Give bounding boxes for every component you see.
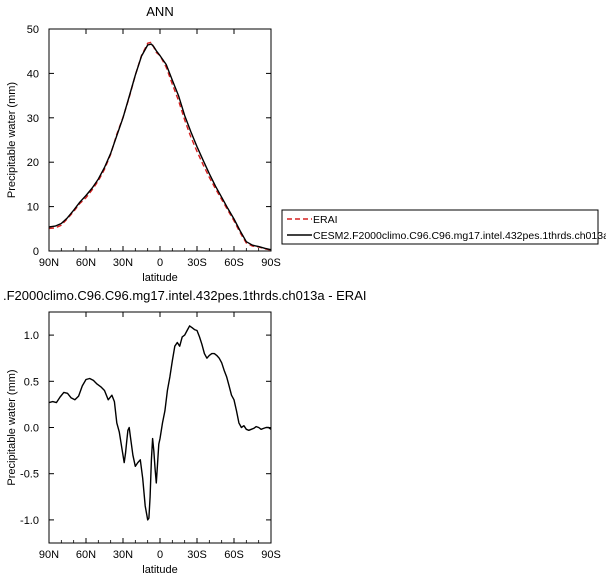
x-tick-label: 0: [157, 257, 163, 269]
y-axis-label: Precipitable water (mm): [6, 369, 18, 485]
x-tick-label: 0: [157, 549, 163, 561]
x-tick-label: 30N: [113, 549, 133, 561]
y-tick-label: 20: [27, 157, 39, 169]
legend-label: ERAI: [313, 214, 338, 226]
y-axis-label: Precipitable water (mm): [6, 82, 18, 198]
y-tick-label: 40: [27, 68, 39, 80]
y-tick-label: 0.5: [24, 376, 39, 388]
x-tick-label: 90N: [39, 257, 59, 269]
y-tick-label: 1.0: [24, 330, 39, 342]
x-tick-label: 90S: [261, 549, 281, 561]
x-tick-label: 60N: [76, 549, 96, 561]
legend-box: [281, 209, 599, 245]
y-tick-label: 0: [33, 246, 39, 258]
y-tick-label: 10: [27, 202, 39, 214]
x-tick-label: 30S: [187, 549, 207, 561]
series-line-erai: [49, 41, 271, 251]
plot-frame: [48, 311, 272, 544]
x-tick-label: 60S: [224, 549, 244, 561]
y-tick-label: -1.0: [20, 515, 39, 527]
legend-label: CESM2.F2000climo.C96.C96.mg17.intel.432p…: [313, 230, 606, 242]
y-tick-label: 30: [27, 113, 39, 125]
x-tick-label: 60N: [76, 257, 96, 269]
plot-frame: [48, 28, 272, 252]
series-line-difference: [49, 325, 271, 521]
x-tick-label: 90S: [261, 257, 281, 269]
series-line-cesm2: [49, 43, 271, 251]
chart-title: .F2000climo.C96.C96.mg17.intel.432pes.1t…: [3, 288, 366, 303]
x-tick-label: 30S: [187, 257, 207, 269]
x-tick-label: 60S: [224, 257, 244, 269]
y-tick-label: -0.5: [20, 469, 39, 481]
x-axis-label: latitude: [142, 564, 177, 576]
y-tick-label: 0.0: [24, 423, 39, 435]
legend: ERAI CESM2.F2000climo.C96.C96.mg17.intel.…: [281, 209, 606, 245]
x-tick-label: 30N: [113, 257, 133, 269]
chart-title: ANN: [146, 4, 173, 19]
y-tick-label: 50: [27, 24, 39, 36]
difference-chart: .F2000climo.C96.C96.mg17.intel.432pes.1t…: [3, 288, 366, 576]
x-axis-label: latitude: [142, 272, 177, 284]
mean-chart: ANN 90N 60N 30N 0 30S 60S 90S 0 10 20 30 40 50 latitud…: [6, 4, 281, 284]
x-tick-label: 90N: [39, 549, 59, 561]
